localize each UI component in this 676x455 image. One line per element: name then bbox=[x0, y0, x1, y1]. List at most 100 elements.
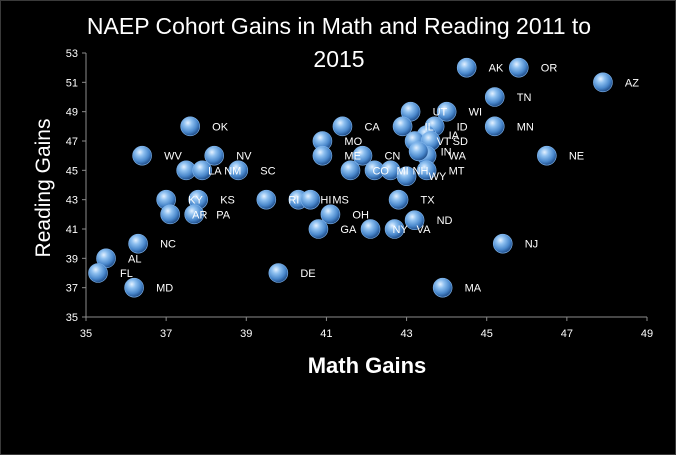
point-label: ND bbox=[437, 215, 453, 227]
point-label: NY bbox=[393, 224, 409, 236]
point-label: MD bbox=[156, 283, 173, 295]
point-label: AK bbox=[489, 63, 504, 75]
data-point bbox=[404, 210, 425, 230]
data-point bbox=[508, 57, 529, 78]
point-label: CO bbox=[372, 165, 389, 177]
chart-title-line-2: 2015 bbox=[313, 46, 364, 72]
y-tick-label: 37 bbox=[66, 283, 78, 295]
y-tick-label: 41 bbox=[66, 224, 78, 236]
data-point bbox=[300, 189, 321, 210]
point-label: AR bbox=[192, 209, 207, 221]
point-label: NJ bbox=[525, 239, 538, 251]
y-tick-label: 43 bbox=[66, 195, 78, 207]
point-label: NC bbox=[160, 239, 176, 251]
data-point bbox=[408, 141, 429, 162]
axes: 35 37 39 41 43 45 47 49 51 53 35 37 39 41 43 45 47 49 bbox=[66, 48, 653, 340]
x-tick-label: 41 bbox=[320, 328, 332, 340]
x-axis-title: Math Gains bbox=[308, 353, 427, 378]
point-label: OH bbox=[352, 209, 369, 221]
data-point bbox=[396, 166, 417, 186]
y-tick-label: 49 bbox=[66, 107, 78, 119]
point-label: RI bbox=[288, 195, 299, 207]
data-point bbox=[352, 145, 373, 166]
x-tick-label: 43 bbox=[400, 328, 412, 340]
data-point bbox=[360, 219, 381, 239]
point-label: HI bbox=[320, 195, 331, 207]
point-label: MN bbox=[517, 121, 534, 133]
point-label: UT bbox=[433, 107, 448, 119]
point-label: KY bbox=[188, 195, 203, 207]
data-point bbox=[88, 263, 108, 283]
data-point bbox=[416, 160, 437, 181]
x-tick-label: 47 bbox=[561, 328, 573, 340]
point-label: CA bbox=[364, 121, 380, 133]
y-tick-label: 53 bbox=[66, 48, 78, 60]
data-point bbox=[124, 277, 144, 298]
point-label: NE bbox=[569, 151, 584, 163]
data-point bbox=[160, 204, 180, 225]
data-point bbox=[484, 87, 505, 107]
point-label: NM bbox=[224, 165, 241, 177]
x-tick-label: 35 bbox=[80, 328, 92, 340]
x-tick-label: 49 bbox=[641, 328, 653, 340]
data-point bbox=[256, 189, 277, 210]
y-tick-label: 45 bbox=[66, 165, 78, 177]
point-label: KS bbox=[220, 195, 235, 207]
point-label: ID bbox=[457, 121, 468, 133]
point-label: ME bbox=[344, 151, 361, 163]
data-point bbox=[204, 145, 225, 166]
data-point bbox=[384, 219, 405, 239]
point-label: VT bbox=[437, 136, 451, 148]
point-label: MI bbox=[397, 165, 409, 177]
point-label: WY bbox=[429, 171, 447, 183]
point-label: IL bbox=[425, 121, 434, 133]
data-point bbox=[332, 116, 353, 137]
x-tick-label: 37 bbox=[160, 328, 172, 340]
data-point bbox=[192, 160, 213, 181]
chart-title-line-1: NAEP Cohort Gains in Math and Reading 20… bbox=[87, 13, 591, 39]
data-point bbox=[484, 116, 505, 137]
y-tick-label: 35 bbox=[66, 312, 78, 324]
data-point bbox=[436, 101, 457, 122]
y-tick-label: 51 bbox=[66, 77, 78, 89]
point-label: LA bbox=[208, 165, 222, 177]
point-label: SD bbox=[453, 136, 468, 148]
data-point bbox=[432, 277, 453, 298]
point-label: TX bbox=[421, 195, 436, 207]
point-label: MS bbox=[332, 195, 349, 207]
data-point bbox=[128, 233, 148, 254]
point-label: TN bbox=[517, 92, 532, 104]
point-label: VA bbox=[417, 224, 432, 236]
point-label: CN bbox=[384, 151, 400, 163]
point-label: MA bbox=[465, 283, 482, 295]
point-label: MT bbox=[449, 165, 465, 177]
data-point bbox=[180, 116, 200, 137]
data-point bbox=[268, 263, 289, 283]
point-label: OK bbox=[212, 121, 229, 133]
data-point bbox=[340, 160, 361, 181]
data-point bbox=[228, 160, 249, 181]
data-point bbox=[184, 204, 204, 225]
point-label: SC bbox=[260, 165, 275, 177]
point-label: AZ bbox=[625, 77, 639, 89]
point-label: NH bbox=[413, 165, 429, 177]
x-tick-label: 39 bbox=[240, 328, 252, 340]
point-label: NV bbox=[236, 151, 252, 163]
point-label: WV bbox=[164, 151, 182, 163]
point-label: WI bbox=[469, 107, 482, 119]
point-label: FL bbox=[120, 268, 133, 280]
point-label: PA bbox=[216, 209, 231, 221]
point-label: IN bbox=[441, 146, 452, 158]
y-tick-label: 47 bbox=[66, 136, 78, 148]
data-point bbox=[492, 233, 513, 254]
data-point bbox=[320, 204, 341, 225]
point-label: GA bbox=[340, 224, 357, 236]
point-label: DE bbox=[300, 268, 315, 280]
y-axis-title: Reading Gains bbox=[32, 119, 55, 258]
point-label: WA bbox=[449, 151, 467, 163]
data-point bbox=[312, 145, 333, 166]
point-label: IA bbox=[449, 130, 460, 142]
